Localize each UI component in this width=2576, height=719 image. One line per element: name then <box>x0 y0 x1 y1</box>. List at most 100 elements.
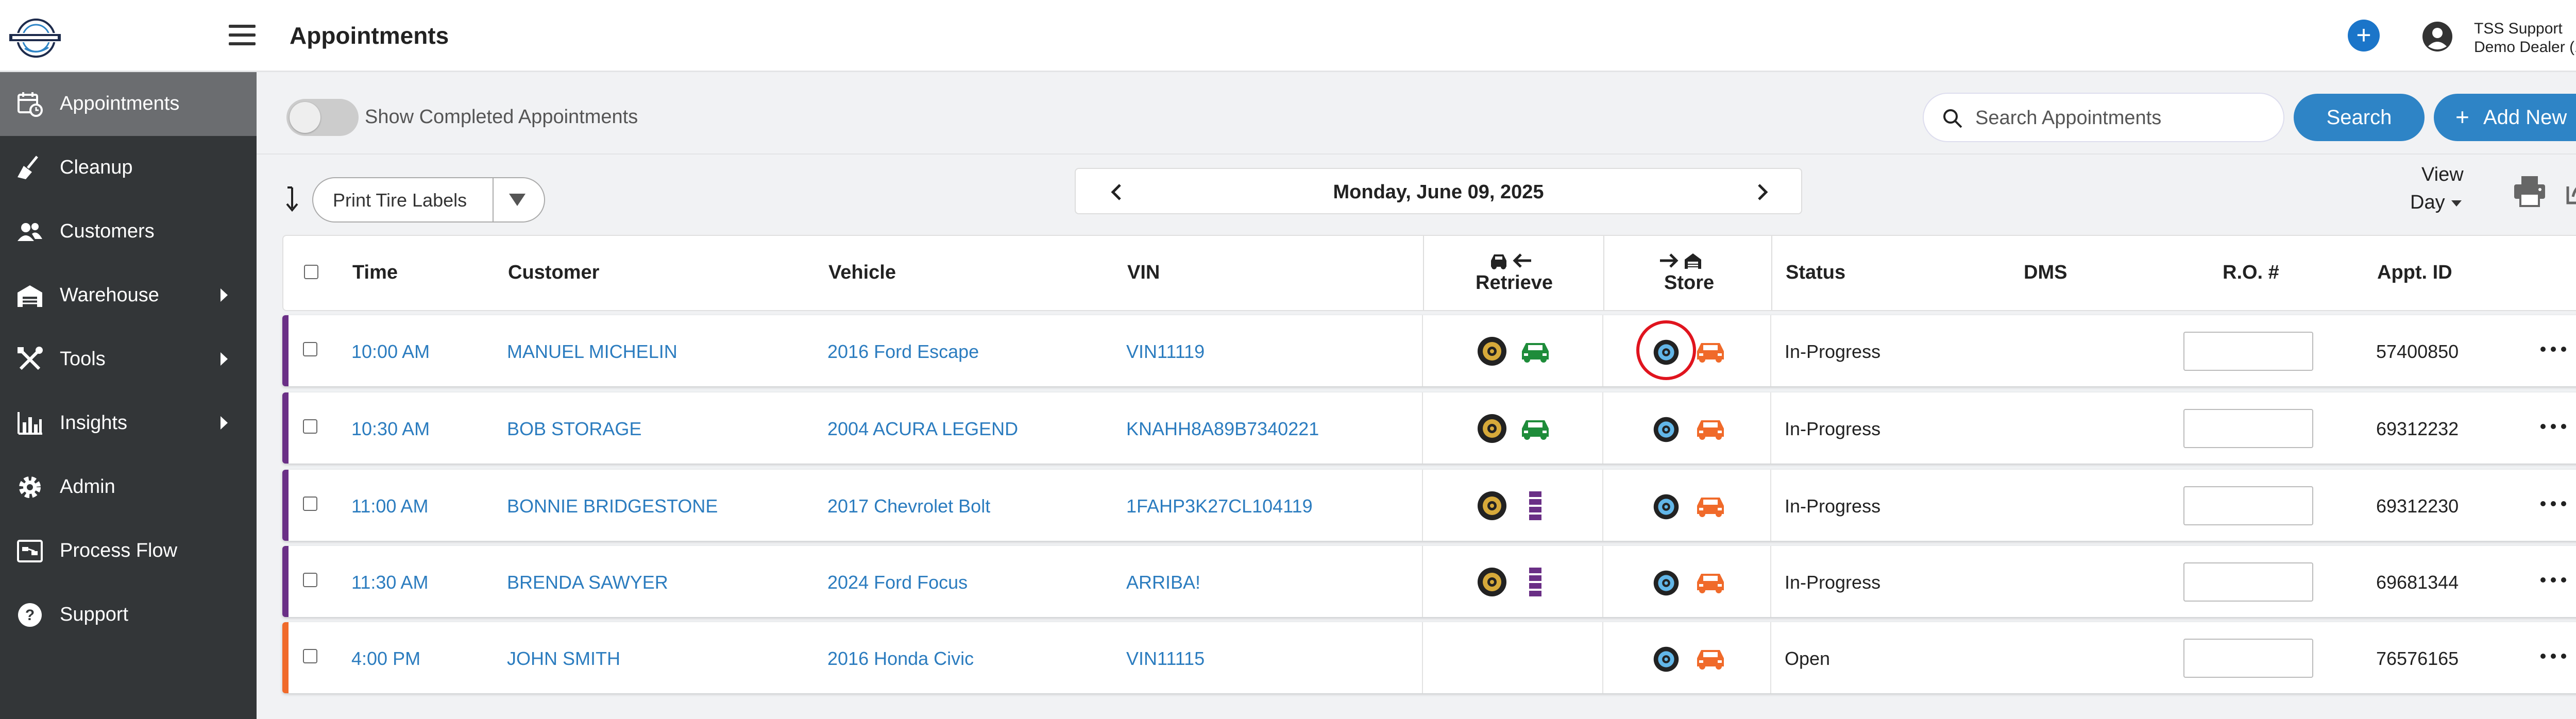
hamburger-menu-icon[interactable] <box>229 25 256 45</box>
sidebar-item-customers[interactable]: Customers <box>0 200 257 264</box>
sort-direction-icon[interactable] <box>285 185 299 212</box>
status-stripe <box>282 315 289 386</box>
customer-name[interactable]: BOB STORAGE <box>507 418 642 439</box>
ro-number-input[interactable] <box>2183 639 2313 678</box>
tire-gold-icon[interactable] <box>1477 490 1507 521</box>
chevron-right-icon[interactable] <box>1755 183 1770 201</box>
customer-name[interactable]: JOHN SMITH <box>507 648 620 669</box>
sidebar-item-cleanup[interactable]: Cleanup <box>0 136 257 200</box>
column-header-ro[interactable]: R.O. # <box>2223 262 2279 283</box>
sidebar-item-process-flow[interactable]: Process Flow <box>0 519 257 583</box>
print-tire-labels-button[interactable]: Print Tire Labels <box>333 190 467 211</box>
divider <box>1770 622 1771 693</box>
car-green-icon[interactable] <box>1520 336 1551 367</box>
tire-gold-icon[interactable] <box>1477 567 1507 597</box>
vehicle-name[interactable]: 2016 Honda Civic <box>827 648 974 669</box>
more-options-icon[interactable] <box>2539 499 2568 509</box>
tire-gold-icon[interactable] <box>1477 336 1507 367</box>
row-checkbox[interactable] <box>303 497 317 511</box>
more-options-icon[interactable] <box>2539 421 2568 432</box>
customer-name[interactable]: BRENDA SAWYER <box>507 572 668 593</box>
table-row[interactable]: 11:30 AM BRENDA SAWYER 2024 Ford Focus A… <box>282 546 2576 617</box>
sidebar-item-label: Process Flow <box>60 540 178 561</box>
column-header-time[interactable]: Time <box>352 262 398 283</box>
quick-add-button[interactable]: + <box>2348 20 2380 52</box>
vehicle-name[interactable]: 2017 Chevrolet Bolt <box>827 495 991 517</box>
ro-number-input[interactable] <box>2183 562 2313 602</box>
search-button[interactable]: Search <box>2294 94 2425 141</box>
tire-blue-icon[interactable] <box>1653 493 1680 520</box>
appointment-time[interactable]: 10:30 AM <box>351 418 430 439</box>
more-options-icon[interactable] <box>2539 651 2568 661</box>
storage-rack-purple-icon[interactable] <box>1520 567 1551 597</box>
appointment-time[interactable]: 4:00 PM <box>351 648 421 669</box>
search-input[interactable] <box>1975 103 2269 133</box>
sidebar-item-warehouse[interactable]: Warehouse <box>0 264 257 328</box>
avatar[interactable] <box>2421 21 2453 53</box>
appointment-time[interactable]: 11:30 AM <box>351 572 429 593</box>
print-icon[interactable] <box>2513 175 2546 207</box>
column-header-dms[interactable]: DMS <box>2024 262 2067 283</box>
vin[interactable]: KNAHH8A89B7340221 <box>1126 418 1319 439</box>
vehicle-name[interactable]: 2024 Ford Focus <box>827 572 968 593</box>
row-checkbox[interactable] <box>303 342 317 356</box>
storage-rack-purple-icon[interactable] <box>1520 490 1551 521</box>
column-header-status[interactable]: Status <box>1786 262 1846 283</box>
appointment-time[interactable]: 10:00 AM <box>351 341 430 362</box>
column-header-vin[interactable]: VIN <box>1127 262 1160 283</box>
vin[interactable]: VIN11115 <box>1126 648 1205 669</box>
user-menu[interactable]: TSS Support Demo Dealer (10) <box>2474 20 2576 57</box>
customer-name[interactable]: BONNIE BRIDGESTONE <box>507 495 718 517</box>
car-orange-icon[interactable] <box>1695 336 1726 367</box>
more-options-icon[interactable] <box>2539 344 2568 354</box>
add-new-button[interactable]: + Add New <box>2434 94 2576 141</box>
more-options-icon[interactable] <box>2539 575 2568 585</box>
tire-blue-icon[interactable] <box>1653 646 1680 673</box>
table-row[interactable]: 4:00 PM JOHN SMITH 2016 Honda Civic VIN1… <box>282 622 2576 693</box>
sidebar-item-admin[interactable]: Admin <box>0 455 257 519</box>
table-row[interactable]: 10:30 AM BOB STORAGE 2004 ACURA LEGEND K… <box>282 392 2576 464</box>
vin[interactable]: 1FAHP3K27CL104119 <box>1126 495 1313 517</box>
column-header-vehicle[interactable]: Vehicle <box>828 262 896 283</box>
sidebar-item-appointments[interactable]: Appointments <box>0 72 257 136</box>
export-icon[interactable] <box>2566 175 2576 205</box>
sidebar-item-insights[interactable]: Insights <box>0 391 257 455</box>
car-orange-icon[interactable] <box>1695 567 1726 597</box>
tire-blue-icon[interactable] <box>1653 339 1680 366</box>
table-row[interactable]: 11:00 AM BONNIE BRIDGESTONE 2017 Chevrol… <box>282 470 2576 541</box>
warehouse-icon <box>18 285 42 307</box>
customer-name[interactable]: MANUEL MICHELIN <box>507 341 677 362</box>
row-checkbox[interactable] <box>303 573 317 587</box>
show-completed-toggle[interactable] <box>286 99 359 136</box>
row-checkbox[interactable] <box>303 419 317 434</box>
tire-blue-icon[interactable] <box>1653 416 1680 443</box>
select-all-checkbox[interactable] <box>304 265 318 279</box>
sidebar-item-label: Support <box>60 604 129 625</box>
sidebar-item-support[interactable]: ? Support <box>0 583 257 647</box>
car-green-icon[interactable] <box>1520 413 1551 444</box>
car-orange-icon[interactable] <box>1695 643 1726 674</box>
tire-blue-icon[interactable] <box>1653 570 1680 596</box>
dropdown-arrow-icon[interactable] <box>509 194 526 206</box>
vehicle-name[interactable]: 2004 ACURA LEGEND <box>827 418 1019 439</box>
table-row[interactable]: 10:00 AM MANUEL MICHELIN 2016 Ford Escap… <box>282 315 2576 386</box>
car-orange-icon[interactable] <box>1695 490 1726 521</box>
tire-storage-logo[interactable] <box>7 18 63 59</box>
vehicle-name[interactable]: 2016 Ford Escape <box>827 341 979 362</box>
vin[interactable]: VIN11119 <box>1126 341 1205 362</box>
column-header-appt-id[interactable]: Appt. ID <box>2377 262 2452 283</box>
sidebar-item-tools[interactable]: Tools <box>0 328 257 391</box>
ro-number-input[interactable] <box>2183 486 2313 525</box>
ro-number-input[interactable] <box>2183 332 2313 371</box>
appointment-time[interactable]: 11:00 AM <box>351 495 429 517</box>
search-box[interactable] <box>1923 93 2284 142</box>
chevron-left-icon[interactable] <box>1109 183 1124 201</box>
tire-gold-icon[interactable] <box>1477 413 1507 444</box>
car-orange-icon[interactable] <box>1695 413 1726 444</box>
ro-number-input[interactable] <box>2183 409 2313 448</box>
column-header-customer[interactable]: Customer <box>508 262 600 283</box>
vin[interactable]: ARRIBA! <box>1126 572 1201 593</box>
row-checkbox[interactable] <box>303 649 317 663</box>
appointment-id: 57400850 <box>2376 341 2459 362</box>
view-select[interactable]: Day <box>2410 192 2462 214</box>
